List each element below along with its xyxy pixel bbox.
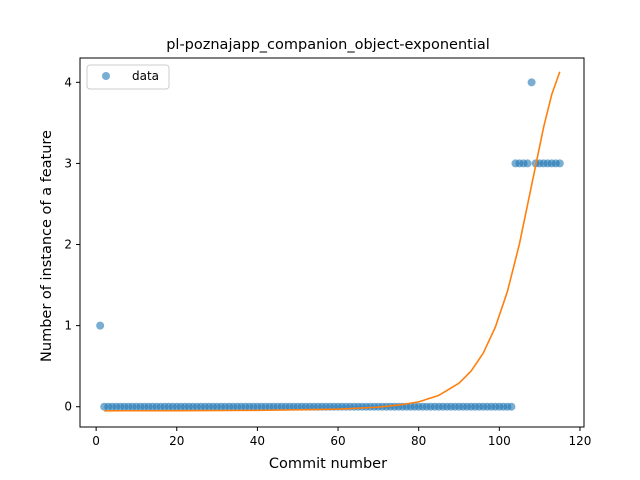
y-tick-label: 4: [64, 75, 72, 89]
y-tick-label: 3: [64, 156, 72, 170]
legend-box: [86, 64, 170, 90]
y-tick-label: 0: [64, 400, 72, 414]
data-point: [555, 159, 564, 168]
x-tick-label: 120: [569, 434, 592, 448]
legend-label: data: [132, 69, 159, 83]
fit-line: [104, 71, 561, 412]
y-tick-label: 2: [64, 238, 72, 252]
x-tick-label: 20: [169, 434, 184, 448]
x-axis-label: Commit number: [269, 456, 387, 472]
axes: 0 20 40 60 80 100 120 0 1 2 3 4: [64, 57, 592, 448]
axes-frame: [79, 57, 585, 428]
x-tick-label: 40: [250, 434, 265, 448]
data-point: [507, 402, 516, 411]
data-point: [523, 159, 532, 168]
y-tick-label: 1: [64, 319, 72, 333]
plot-area: [96, 71, 564, 412]
legend: data: [86, 64, 170, 90]
x-tick-label: 100: [488, 434, 511, 448]
data-point: [527, 78, 536, 87]
data-point: [96, 321, 105, 330]
x-tick-label: 60: [330, 434, 345, 448]
chart-title: pl-poznajapp_companion_object-exponentia…: [166, 37, 490, 53]
legend-marker: [102, 72, 110, 80]
x-tick-label: 0: [92, 434, 100, 448]
x-tick-label: 80: [411, 434, 426, 448]
y-axis-label: Number of instance of a feature: [39, 130, 55, 362]
